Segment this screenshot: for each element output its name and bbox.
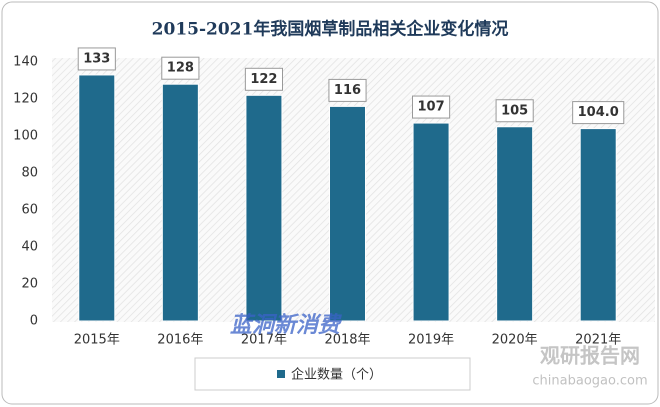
y-tick-label: 100 [13,129,38,144]
bar [245,94,283,322]
x-tick-label: 2021年 [575,333,621,348]
watermark: 观研报告网 [540,344,640,368]
bar [412,122,450,322]
x-tick-label: 2017年 [241,333,287,348]
legend-marker [277,370,285,378]
x-tick-label: 2015年 [74,333,120,348]
x-tick-label: 2018年 [324,333,370,348]
y-tick-label: 60 [21,203,38,218]
chart-title: 2015-2021年我国烟草制品相关企业变化情况 [152,19,509,40]
data-label-box [412,95,451,119]
x-tick-label: 2019年 [408,333,454,348]
y-tick-label: 40 [21,240,38,255]
y-tick-label: 0 [30,314,38,329]
data-label-box [161,56,200,80]
y-tick-label: 80 [21,166,38,181]
bar [78,74,116,322]
watermark: chinabaogao.com [532,374,647,389]
data-label: 128 [167,61,194,76]
bar [496,126,534,322]
data-label-box [244,67,283,91]
data-label: 122 [250,72,277,87]
data-label-box [77,47,116,71]
bar [329,105,366,322]
data-label: 107 [418,100,445,115]
bar [579,128,617,322]
data-label-box [572,101,625,125]
x-tick-label: 2016年 [157,333,203,348]
data-label: 133 [83,51,110,66]
watermark: 蓝洞新消费 [230,312,342,338]
legend-box [194,357,471,391]
y-tick-label: 120 [13,92,38,107]
y-tick-label: 20 [21,277,38,292]
data-label-box [328,78,367,102]
data-label: 105 [501,103,528,118]
legend-label: 企业数量（个） [291,367,382,383]
bar [161,83,199,322]
x-tick-label: 2020年 [492,333,538,348]
y-tick-label: 140 [13,55,38,70]
data-label-box [495,99,534,123]
data-label: 104.0 [578,105,619,120]
data-label: 116 [334,83,361,98]
